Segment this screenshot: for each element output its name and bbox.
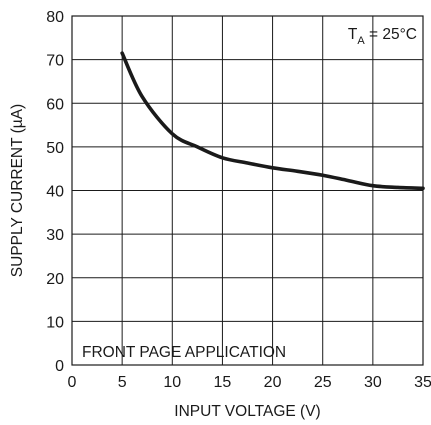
x-tick-label: 15 bbox=[214, 374, 232, 391]
y-tick-label: 40 bbox=[46, 184, 64, 201]
x-tick-label: 30 bbox=[364, 374, 382, 391]
x-tick-label: 20 bbox=[264, 374, 282, 391]
temperature-annotation: TA = 25°C bbox=[348, 26, 417, 47]
y-tick-label: 0 bbox=[55, 358, 64, 375]
x-tick-label: 0 bbox=[68, 374, 77, 391]
y-tick-label: 80 bbox=[46, 9, 64, 26]
x-tick-label: 35 bbox=[414, 374, 431, 391]
temperature-value: = 25°C bbox=[365, 26, 417, 43]
temperature-subscript: A bbox=[357, 35, 365, 47]
x-tick-label: 5 bbox=[118, 374, 127, 391]
grid bbox=[71, 15, 424, 366]
y-axis-title: SUPPLY CURRENT (µA) bbox=[9, 104, 26, 277]
application-annotation: FRONT PAGE APPLICATION bbox=[82, 344, 286, 361]
y-tick-label: 10 bbox=[46, 314, 64, 331]
y-tick-label: 50 bbox=[46, 140, 64, 157]
x-axis-title: INPUT VOLTAGE (V) bbox=[174, 403, 320, 420]
temperature-symbol: T bbox=[348, 26, 358, 43]
plot-frame bbox=[71, 15, 424, 366]
x-tick-label: 10 bbox=[163, 374, 181, 391]
y-tick-label: 30 bbox=[46, 227, 64, 244]
y-tick-label: 20 bbox=[46, 271, 64, 288]
series-group bbox=[120, 51, 425, 191]
supply-current-curve bbox=[120, 51, 425, 191]
y-tick-label: 60 bbox=[46, 96, 64, 113]
x-tick-label: 25 bbox=[314, 374, 332, 391]
y-tick-labels: 0 10 20 30 40 50 60 70 80 bbox=[46, 9, 64, 375]
x-tick-labels: 0 5 10 15 20 25 30 35 bbox=[68, 374, 431, 391]
y-tick-label: 70 bbox=[46, 53, 64, 70]
